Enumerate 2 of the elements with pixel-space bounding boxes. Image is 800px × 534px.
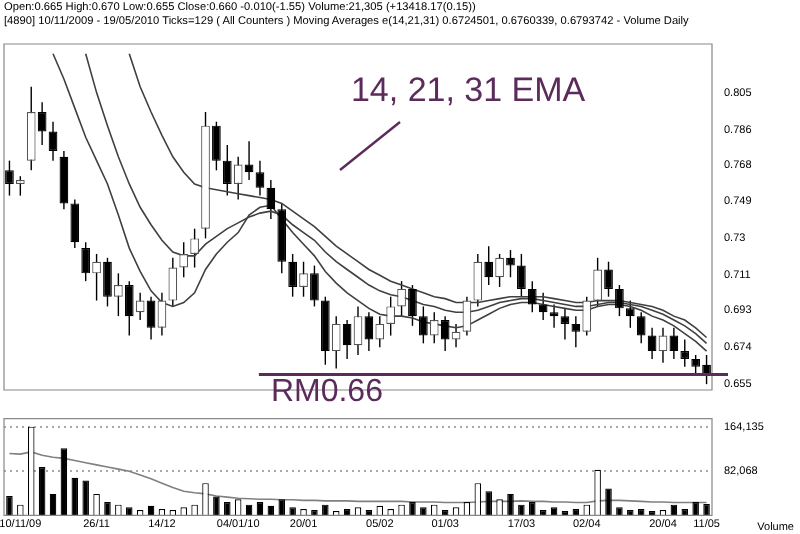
- ref-line-label: RM0.66: [270, 375, 384, 410]
- annotation: 14, 21, 31 EMA: [350, 71, 587, 110]
